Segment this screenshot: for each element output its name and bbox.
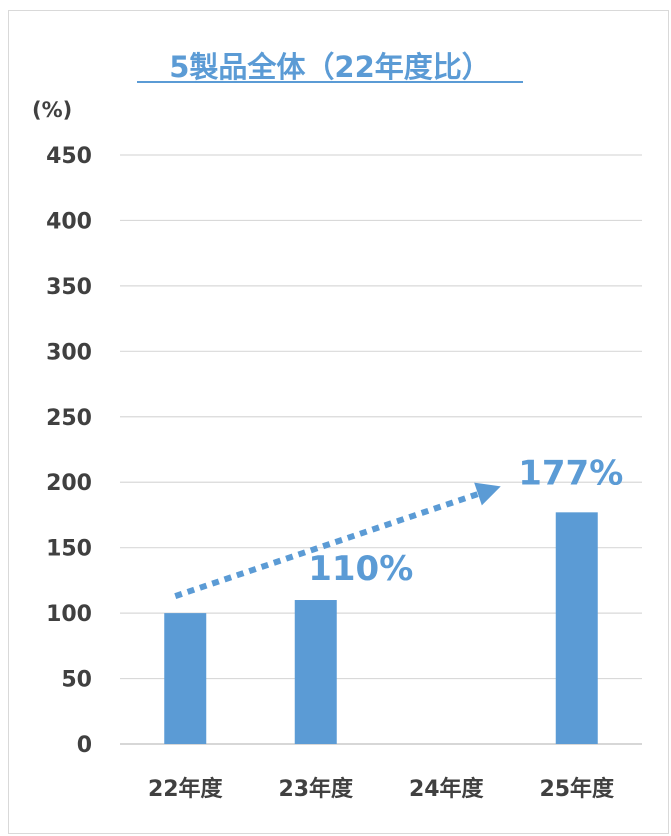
y-tick-label: 400 [46, 209, 92, 234]
y-tick-label: 250 [46, 406, 92, 431]
y-tick-label: 50 [61, 668, 92, 693]
data-label: 110% [308, 549, 413, 589]
bar [164, 613, 207, 744]
x-tick-label: 25年度 [539, 776, 615, 802]
bar [555, 512, 598, 744]
data-label: 177% [518, 453, 623, 493]
y-tick-label: 300 [46, 340, 92, 365]
trend-arrow-line [174, 491, 479, 599]
y-tick-label: 200 [46, 471, 92, 496]
x-tick-label: 24年度 [409, 776, 485, 802]
y-tick-label: 0 [77, 733, 92, 758]
trend-arrow-head [474, 482, 501, 506]
y-tick-label: 150 [46, 537, 92, 562]
y-tick-label: 100 [46, 602, 92, 627]
y-axis-unit-label: (%) [32, 98, 72, 122]
x-tick-label: 23年度 [278, 776, 354, 802]
x-tick-label: 22年度 [148, 776, 224, 802]
chart-title: 5製品全体（22年度比） [169, 50, 491, 84]
y-tick-label: 350 [46, 275, 92, 300]
bar [294, 600, 337, 744]
y-tick-label: 450 [46, 144, 92, 169]
